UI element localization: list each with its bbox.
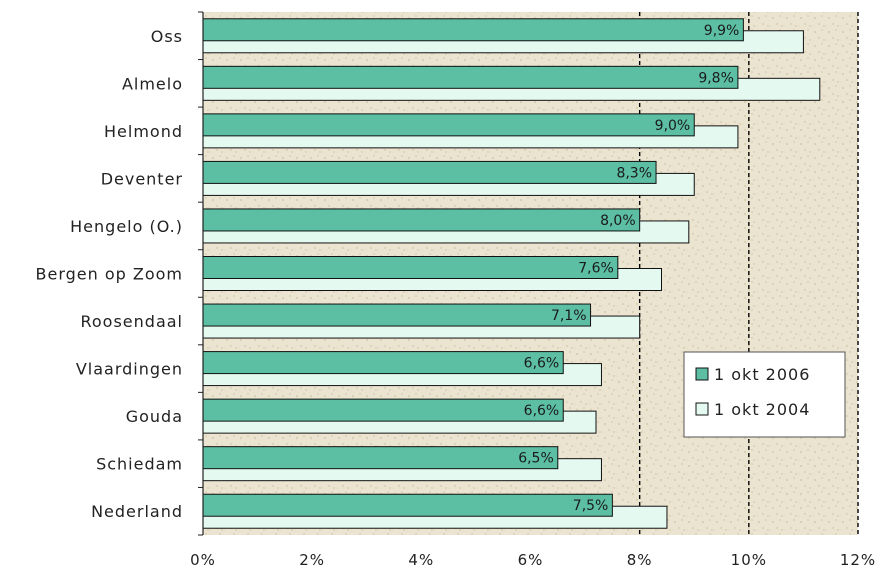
category-label: Oss — [151, 27, 183, 46]
category-label: Schiedam — [96, 455, 183, 474]
legend-swatch-2004 — [695, 402, 709, 416]
category-label: Almelo — [122, 74, 183, 93]
category-label: Hengelo (O.) — [70, 217, 183, 236]
bar-2006 — [202, 351, 564, 375]
category-label: Helmond — [104, 122, 183, 141]
bar-2006 — [202, 160, 657, 184]
bar-2006 — [202, 208, 641, 232]
bar-2006 — [202, 446, 559, 470]
data-label: 7,6% — [578, 261, 614, 277]
data-label: 6,5% — [518, 451, 554, 467]
legend-label-2006: 1 okt 2006 — [714, 365, 810, 384]
category-label: Deventer — [101, 169, 183, 188]
x-tick-label: 0% — [190, 551, 216, 569]
x-tick-label: 10% — [731, 551, 767, 569]
category-label: Roosendaal — [80, 312, 183, 331]
bar-2006 — [202, 256, 619, 279]
x-tick-label: 6% — [518, 551, 544, 569]
legend-box — [683, 351, 846, 438]
legend: 1 okt 2006 1 okt 2004 — [683, 351, 846, 438]
category-label: Nederland — [91, 502, 183, 521]
data-label: 9,0% — [655, 118, 691, 134]
x-tick-label: 2% — [299, 551, 325, 569]
data-label: 8,3% — [616, 165, 652, 181]
x-tick-label: 8% — [627, 551, 653, 569]
x-tick-label: 4% — [408, 551, 434, 569]
data-label: 7,1% — [551, 308, 587, 324]
data-label: 9,8% — [698, 70, 734, 86]
data-label: 6,6% — [524, 356, 560, 372]
data-label: 9,9% — [704, 23, 740, 39]
bar-2006 — [202, 18, 744, 42]
category-label: Gouda — [126, 407, 183, 426]
legend-swatch-2006 — [695, 367, 709, 381]
data-label: 7,5% — [573, 498, 609, 514]
category-label: Bergen op Zoom — [36, 265, 184, 284]
bar-2006 — [202, 303, 592, 327]
bar-2006 — [202, 493, 613, 517]
legend-label-2004: 1 okt 2004 — [714, 400, 810, 419]
bar-2006 — [202, 398, 564, 422]
data-label: 6,6% — [524, 403, 560, 419]
x-tick-label: 12% — [840, 551, 876, 569]
bar-2006 — [202, 65, 739, 89]
bar-2006 — [202, 113, 695, 137]
category-label: Vlaardingen — [76, 360, 183, 379]
data-label: 8,0% — [600, 213, 636, 229]
